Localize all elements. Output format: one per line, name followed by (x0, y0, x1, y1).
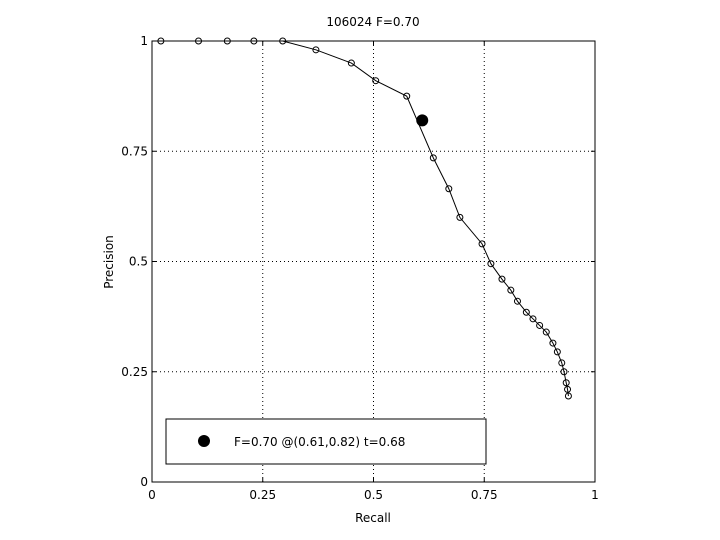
y-tick-label: 0.5 (129, 255, 148, 269)
y-axis-label: Precision (102, 235, 116, 289)
y-tick-label: 1 (140, 34, 148, 48)
data-point (195, 37, 203, 45)
data-point (529, 315, 537, 323)
x-tick-label: 1 (591, 488, 599, 502)
legend-marker (198, 435, 210, 447)
data-point (553, 348, 561, 356)
best-f-point (416, 114, 429, 127)
axis-ticks: 0 0.25 0.5 0.75 1 0 0.25 0.5 0.75 1 (121, 34, 599, 502)
y-tick-label: 0 (140, 475, 148, 489)
chart-title: 106024 F=0.70 (326, 15, 419, 29)
data-point (372, 77, 380, 85)
x-tick-label: 0.5 (364, 488, 383, 502)
legend-text: F=0.70 @(0.61,0.82) t=0.68 (234, 435, 405, 449)
legend-box (165, 418, 487, 465)
x-tick-label: 0 (148, 488, 156, 502)
data-point (250, 37, 258, 45)
data-point (513, 297, 521, 305)
plot-area: 0 0.25 0.5 0.75 1 0 0.25 0.5 0.75 1 (121, 34, 599, 502)
data-point (542, 328, 550, 336)
data-point (498, 275, 506, 283)
data-point (536, 321, 544, 329)
x-axis-label: Recall (355, 511, 391, 525)
x-tick-label: 0.25 (249, 488, 276, 502)
series-line (160, 40, 569, 397)
data-point (429, 154, 437, 162)
y-tick-label: 0.75 (121, 144, 148, 158)
data-point (312, 46, 320, 54)
data-point (487, 260, 495, 268)
x-tick-label: 0.75 (471, 488, 498, 502)
data-point (507, 286, 515, 294)
data-point (456, 213, 464, 221)
data-point (564, 392, 572, 400)
data-point (522, 308, 530, 316)
data-series (157, 37, 572, 400)
data-point (478, 240, 486, 248)
data-point (279, 37, 287, 45)
data-point (157, 37, 165, 45)
data-point (223, 37, 231, 45)
data-point (560, 368, 568, 376)
data-point (403, 92, 411, 100)
data-point (549, 339, 557, 347)
data-point (445, 185, 453, 193)
legend: F=0.70 @(0.61,0.82) t=0.68 (165, 418, 487, 465)
grid (152, 41, 595, 482)
y-tick-label: 0.25 (121, 365, 148, 379)
data-point (562, 379, 570, 387)
data-point (558, 359, 566, 367)
data-point (564, 385, 572, 393)
data-point (347, 59, 355, 67)
